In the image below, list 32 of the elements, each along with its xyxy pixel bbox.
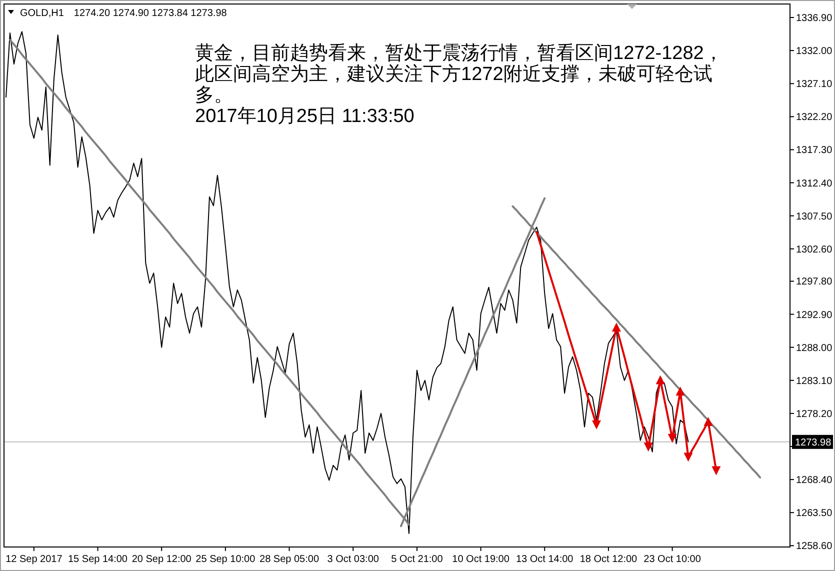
y-tick-label: 1312.40 — [796, 178, 832, 190]
y-tick-label: 1297.80 — [796, 276, 832, 288]
x-tick-label: 28 Sep 05:00 — [260, 554, 320, 565]
y-tick-label: 1268.40 — [796, 475, 832, 486]
y-tick-label: 1317.30 — [796, 145, 832, 156]
x-tick-label: 12 Sep 2017 — [6, 554, 62, 565]
y-tick-label: 1322.20 — [796, 112, 832, 124]
x-tick-label: 25 Sep 10:00 — [196, 554, 256, 565]
y-tick-label: 1302.60 — [796, 244, 832, 256]
x-tick-label: 10 Oct 19:00 — [452, 554, 510, 565]
y-tick-label: 1327.10 — [796, 79, 832, 90]
y-tick-label: 1258.60 — [796, 541, 832, 552]
x-tick-label: 20 Sep 12:00 — [132, 554, 192, 565]
ref-line-label: 1273.98 — [795, 437, 832, 448]
annotation: 2017年10月25日 11:33:50 — [195, 106, 416, 127]
y-tick-label: 1336.90 — [796, 13, 832, 24]
y-tick-label: 1288.00 — [796, 342, 832, 354]
y-tick-label: 1263.50 — [796, 508, 832, 520]
y-tick-label: 1292.90 — [796, 310, 832, 321]
annotation: 黄金，目前趋势看来，暂处于震荡行情，暂看区间1272-1282，此区间高空为主，建议关注下方1272附近支撑，未破可轻仓试多。 — [195, 43, 724, 106]
x-tick-label: 13 Oct 14:00 — [516, 554, 574, 565]
x-tick-label: 23 Oct 10:00 — [644, 554, 701, 565]
x-tick-label: 18 Oct 12:00 — [580, 554, 638, 565]
x-tick-label: 5 Oct 21:00 — [391, 554, 443, 565]
y-tick-label: 1332.00 — [796, 46, 832, 58]
x-tick-label: 15 Sep 14:00 — [68, 554, 128, 565]
x-tick-label: 3 Oct 03:00 — [327, 554, 379, 565]
subtitle: 1274.20 1274.90 1273.84 1273.98 — [74, 8, 227, 19]
title: GOLD,H1 — [20, 8, 64, 19]
y-tick-label: 1283.10 — [796, 376, 832, 387]
y-tick-label: 1278.20 — [796, 408, 832, 420]
y-tick-label: 1307.50 — [796, 211, 832, 222]
